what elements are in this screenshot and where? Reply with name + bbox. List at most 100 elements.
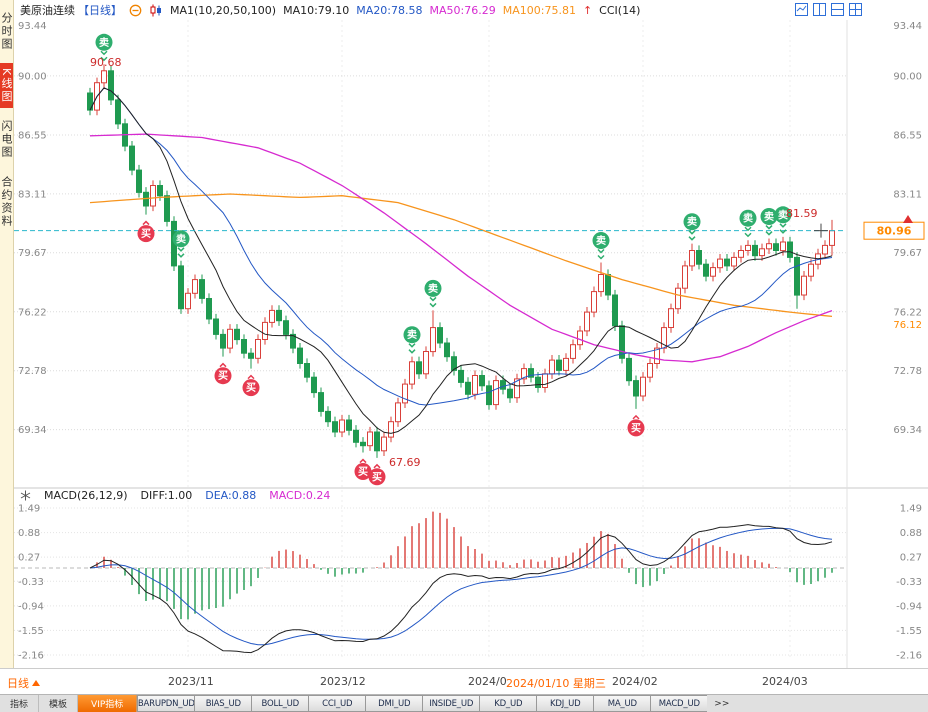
crosshair <box>814 223 828 238</box>
indicator-settings-icon[interactable] <box>20 490 31 501</box>
tab-indicators[interactable]: 指标 <box>0 695 40 712</box>
sell-signal <box>95 33 113 51</box>
symbol-title: 美原油连续 <box>20 4 75 17</box>
svg-text:0.27: 0.27 <box>18 553 40 564</box>
kline-icon[interactable] <box>149 4 163 17</box>
tab-macd-ud[interactable]: MACD_UD <box>650 695 708 712</box>
svg-text:买: 买 <box>631 422 641 434</box>
sidebar-item-time-chart[interactable]: 分时图 <box>0 12 13 51</box>
layout-grid-icon[interactable] <box>849 3 862 16</box>
date-tick: 2023/11 <box>168 675 214 688</box>
macd-dea-value: DEA:0.88 <box>205 489 257 502</box>
more-tabs-button[interactable]: >> <box>714 698 730 709</box>
price-annotations: 90.68 67.69 81.59 <box>90 56 818 469</box>
svg-text:83.11: 83.11 <box>893 189 922 200</box>
layout-single-icon[interactable] <box>795 3 808 16</box>
svg-text:买: 买 <box>358 466 368 478</box>
svg-text:-2.16: -2.16 <box>18 650 44 661</box>
indicator-tab-bar: 指标 模板 VIP指标 BARUPDN_UD BIAS_UD BOLL_UD C… <box>0 694 928 712</box>
tab-kdj-ud[interactable]: KDJ_UD <box>536 695 594 712</box>
svg-text:卖: 卖 <box>596 234 606 247</box>
date-tick: 2024/03 <box>762 675 808 688</box>
date-tick: 2024/0 <box>468 675 507 688</box>
sidebar-item-kline-chart[interactable]: K线图 <box>0 63 13 109</box>
tab-ma-ud[interactable]: MA_UD <box>593 695 651 712</box>
sidebar-item-flash-chart[interactable]: 闪电图 <box>0 120 13 160</box>
svg-text:买: 买 <box>218 370 228 382</box>
diff-line <box>89 524 833 654</box>
svg-text:-0.33: -0.33 <box>896 577 922 588</box>
svg-text:90.68: 90.68 <box>90 56 122 69</box>
buy-signal <box>137 225 155 243</box>
trade-signals: 卖买 卖买买买 买卖卖卖买卖卖卖卖 <box>95 33 792 486</box>
signal-arrow-icon: ↑ <box>582 3 593 17</box>
macd-title[interactable]: MACD(26,12,9) <box>44 489 128 502</box>
svg-text:0.27: 0.27 <box>900 553 922 564</box>
month-gridlines <box>187 20 791 660</box>
svg-text:卖: 卖 <box>743 212 753 225</box>
svg-text:76.12: 76.12 <box>893 320 922 331</box>
svg-text:83.11: 83.11 <box>18 189 47 200</box>
svg-text:卖: 卖 <box>99 36 109 49</box>
sell-signal <box>172 230 190 248</box>
macd-macd-value: MACD:0.24 <box>269 489 331 502</box>
svg-text:69.34: 69.34 <box>18 425 47 436</box>
svg-text:79.67: 79.67 <box>893 248 922 259</box>
left-sidebar: 分时图 K线图 闪电图 合约资料 <box>0 0 14 668</box>
svg-text:-1.55: -1.55 <box>18 626 44 637</box>
svg-text:1.49: 1.49 <box>900 504 922 515</box>
svg-text:买: 买 <box>372 471 382 483</box>
zoom-out-icon[interactable] <box>129 4 142 17</box>
svg-text:86.55: 86.55 <box>893 130 922 141</box>
layout-vsplit-icon[interactable] <box>813 3 826 16</box>
svg-text:-0.94: -0.94 <box>18 601 44 612</box>
cursor-date-label: 2024/01/10 星期三 <box>506 677 606 690</box>
svg-text:76.22: 76.22 <box>18 307 47 318</box>
top-bar: 美原油连续 【日线】 MA1(10,20,50,100) MA10:79.10 … <box>14 0 928 20</box>
svg-text:卖: 卖 <box>407 328 417 341</box>
svg-text:90.00: 90.00 <box>18 71 47 82</box>
tab-bias-ud[interactable]: BIAS_UD <box>194 695 252 712</box>
ma20-line <box>89 87 833 406</box>
tab-kd-ud[interactable]: KD_UD <box>479 695 537 712</box>
macd-legend: MACD(26,12,9) DIFF:1.00 DEA:0.88 MACD:0.… <box>20 489 330 502</box>
ma-group-legend: MA1(10,20,50,100) <box>170 3 277 17</box>
cci-legend: CCI(14) <box>599 3 641 17</box>
svg-text:93.44: 93.44 <box>893 21 922 32</box>
sell-signal <box>760 208 778 225</box>
svg-text:买: 买 <box>141 228 151 240</box>
ma50-line <box>89 133 833 363</box>
svg-text:72.78: 72.78 <box>18 366 47 377</box>
svg-text:0.88: 0.88 <box>900 528 922 539</box>
x-axis-bar: 日线 2023/11 2023/12 2024/0 2024/01/10 星期三… <box>0 668 928 694</box>
tab-cci-ud[interactable]: CCI_UD <box>308 695 366 712</box>
tab-templates[interactable]: 模板 <box>39 695 79 712</box>
svg-text:93.44: 93.44 <box>18 21 47 32</box>
sell-signal <box>739 209 757 227</box>
period-tag: 【日线】 <box>78 4 122 17</box>
layout-hsplit-icon[interactable] <box>831 3 844 16</box>
period-selector[interactable]: 日线 <box>7 675 40 691</box>
sell-signal <box>403 326 421 344</box>
main-chart[interactable]: 93.44 93.44 90.00 90.00 86.55 86.55 83.11 83.11… <box>14 20 928 668</box>
tab-vip-indicators[interactable]: VIP指标 <box>78 695 138 712</box>
svg-text:86.55: 86.55 <box>18 130 47 141</box>
tab-barupdn-ud[interactable]: BARUPDN_UD <box>137 695 195 712</box>
buy-signal <box>214 367 232 385</box>
buy-signal <box>354 463 372 480</box>
tab-inside-ud[interactable]: INSIDE_UD <box>422 695 480 712</box>
ma20-legend: MA20:78.58 <box>356 3 423 17</box>
price-gridlines: 93.44 93.44 90.00 90.00 86.55 86.55 83.11 83.11… <box>14 21 922 436</box>
dea-line <box>89 527 833 646</box>
sidebar-item-contract-info[interactable]: 合约资料 <box>0 176 13 229</box>
sell-signal <box>592 232 610 249</box>
svg-text:-2.16: -2.16 <box>896 650 922 661</box>
svg-text:卖: 卖 <box>687 215 697 228</box>
tab-boll-ud[interactable]: BOLL_UD <box>251 695 309 712</box>
svg-text:卖: 卖 <box>176 232 186 245</box>
svg-text:卖: 卖 <box>764 210 774 223</box>
macd-diff-value: DIFF:1.00 <box>140 489 193 502</box>
ma50-legend: MA50:76.29 <box>429 3 496 17</box>
tab-dmi-ud[interactable]: DMI_UD <box>365 695 423 712</box>
